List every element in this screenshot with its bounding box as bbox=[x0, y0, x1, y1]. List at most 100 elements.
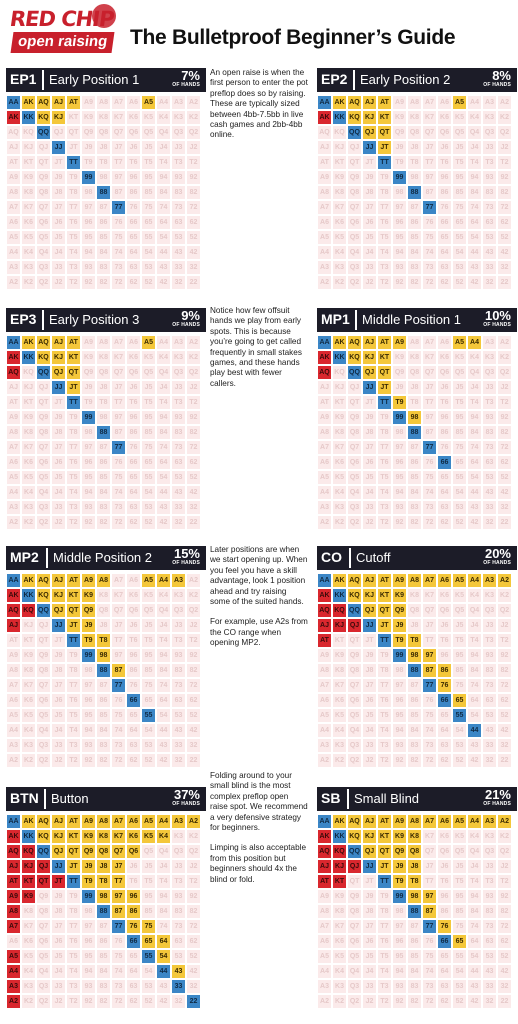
hand-cell-42o: 42 bbox=[156, 275, 171, 290]
hand-cell-qto: QT bbox=[36, 633, 51, 648]
hand-cell-kk: KK bbox=[21, 588, 36, 603]
hand-cell-85o: 85 bbox=[96, 470, 111, 485]
hand-cell-q6o: Q6 bbox=[36, 215, 51, 230]
panel-header: CO Cutoff 20% OF HANDS bbox=[317, 546, 517, 570]
hand-cell-j2o: J2 bbox=[51, 515, 66, 530]
hand-cell-a6s: A6 bbox=[126, 573, 141, 588]
hand-cell-k4s: K4 bbox=[467, 588, 482, 603]
hand-cell-a2s: A2 bbox=[497, 335, 512, 350]
hand-cell-87o: 87 bbox=[407, 440, 422, 455]
hand-cell-65o: 65 bbox=[437, 230, 452, 245]
hand-cell-q3s: Q3 bbox=[171, 603, 186, 618]
hand-cell-92o: 92 bbox=[392, 994, 407, 1009]
hand-cell-k9o: K9 bbox=[21, 170, 36, 185]
hand-cell-93s: 93 bbox=[171, 648, 186, 663]
hand-cell-j9o: J9 bbox=[362, 410, 377, 425]
hand-cell-t9o: T9 bbox=[377, 410, 392, 425]
hand-cell-98o: 98 bbox=[392, 663, 407, 678]
hand-cell-94s: 94 bbox=[156, 410, 171, 425]
hand-cell-42s: 42 bbox=[186, 723, 201, 738]
hand-cell-64s: 64 bbox=[156, 693, 171, 708]
hand-cell-kts: KT bbox=[66, 829, 81, 844]
hand-cell-j5o: J5 bbox=[51, 708, 66, 723]
hand-cell-t8o: T8 bbox=[66, 425, 81, 440]
hand-cell-75s: 75 bbox=[452, 200, 467, 215]
hand-cell-93s: 93 bbox=[482, 170, 497, 185]
hand-cell-62o: 62 bbox=[437, 753, 452, 768]
hand-cell-42o: 42 bbox=[467, 753, 482, 768]
hand-cell-q3s: Q3 bbox=[482, 844, 497, 859]
hand-cell-k5o: K5 bbox=[332, 470, 347, 485]
hand-cell-q7s: Q7 bbox=[111, 365, 126, 380]
hand-cell-22: 22 bbox=[186, 275, 201, 290]
hand-cell-96o: 96 bbox=[81, 934, 96, 949]
hand-cell-qts: QT bbox=[66, 125, 81, 140]
hand-cell-q6o: Q6 bbox=[36, 934, 51, 949]
hand-cell-t4s: T4 bbox=[156, 633, 171, 648]
hand-cell-72o: 72 bbox=[422, 275, 437, 290]
hand-cell-tt: TT bbox=[377, 155, 392, 170]
hand-cell-k5o: K5 bbox=[332, 708, 347, 723]
hand-cell-t8s: T8 bbox=[407, 874, 422, 889]
hand-cell-72s: 72 bbox=[497, 919, 512, 934]
hand-cell-72o: 72 bbox=[422, 515, 437, 530]
hand-cell-73s: 73 bbox=[482, 919, 497, 934]
hand-cell-k9o: K9 bbox=[21, 648, 36, 663]
header-divider bbox=[44, 789, 46, 809]
panel-header: BTN Button 37% OF HANDS bbox=[6, 787, 206, 811]
hand-cell-j3s: J3 bbox=[482, 618, 497, 633]
hand-cell-q5s: Q5 bbox=[452, 125, 467, 140]
hand-cell-j6s: J6 bbox=[437, 859, 452, 874]
hand-cell-ajs: AJ bbox=[362, 573, 377, 588]
hand-cell-q6s: Q6 bbox=[126, 125, 141, 140]
hand-cell-t8s: T8 bbox=[407, 633, 422, 648]
hand-cell-64o: 64 bbox=[126, 245, 141, 260]
hand-cell-q5s: Q5 bbox=[452, 844, 467, 859]
hand-cell-k3o: K3 bbox=[332, 738, 347, 753]
hand-cell-a8s: A8 bbox=[407, 95, 422, 110]
hand-cell-t7o: T7 bbox=[377, 200, 392, 215]
hand-cell-84o: 84 bbox=[407, 723, 422, 738]
hand-cell-t7s: T7 bbox=[422, 155, 437, 170]
position-name: Cutoff bbox=[356, 550, 391, 565]
hand-cell-j3o: J3 bbox=[51, 500, 66, 515]
hand-cell-94o: 94 bbox=[392, 723, 407, 738]
hand-cell-87s: 87 bbox=[422, 425, 437, 440]
hand-cell-87o: 87 bbox=[407, 200, 422, 215]
hand-cell-q8s: Q8 bbox=[407, 844, 422, 859]
hand-cell-t7s: T7 bbox=[422, 874, 437, 889]
hand-cell-k7s: K7 bbox=[111, 110, 126, 125]
hand-cell-a4s: A4 bbox=[467, 814, 482, 829]
hand-cell-a2s: A2 bbox=[186, 814, 201, 829]
hand-cell-t9o: T9 bbox=[66, 410, 81, 425]
hand-cell-73o: 73 bbox=[422, 500, 437, 515]
hand-cell-72o: 72 bbox=[111, 994, 126, 1009]
hand-cell-95o: 95 bbox=[392, 949, 407, 964]
hand-cell-73o: 73 bbox=[111, 500, 126, 515]
hand-cell-qts: QT bbox=[377, 844, 392, 859]
hand-cell-j6s: J6 bbox=[126, 618, 141, 633]
hand-cell-a2o: A2 bbox=[317, 515, 332, 530]
hand-cell-t9o: T9 bbox=[377, 170, 392, 185]
hand-cell-aks: AK bbox=[332, 335, 347, 350]
hand-cell-k4o: K4 bbox=[21, 245, 36, 260]
hand-cell-97s: 97 bbox=[422, 648, 437, 663]
hand-cell-kk: KK bbox=[332, 110, 347, 125]
hand-cell-66: 66 bbox=[437, 215, 452, 230]
hand-cell-43s: 43 bbox=[482, 723, 497, 738]
hand-cell-ajo: AJ bbox=[317, 380, 332, 395]
panel-header: MP2 Middle Position 2 15% OF HANDS bbox=[6, 546, 206, 570]
hand-cell-jts: JT bbox=[377, 140, 392, 155]
hand-cell-87o: 87 bbox=[96, 919, 111, 934]
hand-cell-t4s: T4 bbox=[156, 395, 171, 410]
hand-cell-a4o: A4 bbox=[317, 485, 332, 500]
hand-cell-k6o: K6 bbox=[332, 215, 347, 230]
hand-cell-98o: 98 bbox=[392, 425, 407, 440]
hand-cell-a6o: A6 bbox=[317, 455, 332, 470]
range-percent: 21% bbox=[484, 787, 511, 802]
hand-cell-k2s: K2 bbox=[497, 110, 512, 125]
hand-cell-74s: 74 bbox=[467, 440, 482, 455]
hand-cell-44: 44 bbox=[156, 723, 171, 738]
hand-cell-64o: 64 bbox=[437, 964, 452, 979]
hand-cell-64s: 64 bbox=[156, 215, 171, 230]
